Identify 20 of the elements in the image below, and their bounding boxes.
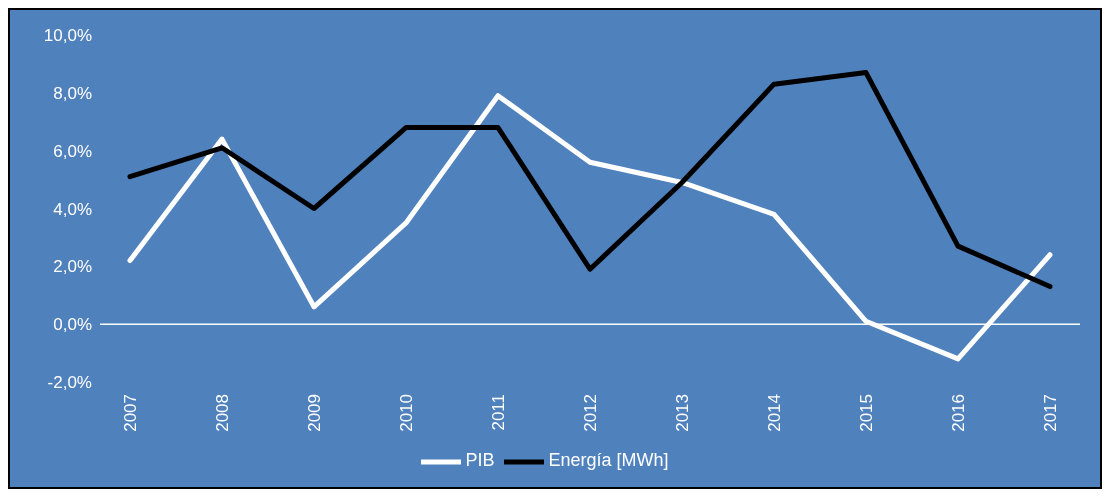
x-tick-label: 2009 — [305, 394, 324, 432]
x-tick-label: 2015 — [857, 394, 876, 432]
y-tick-label: 6,0% — [53, 141, 92, 161]
y-tick-label: 8,0% — [53, 83, 92, 103]
x-tick-label: 2010 — [397, 394, 416, 432]
y-tick-label: -2,0% — [47, 373, 92, 393]
y-tick-label: 10,0% — [43, 26, 92, 46]
x-tick-label: 2014 — [765, 394, 784, 432]
x-tick-label: 2012 — [581, 394, 600, 432]
legend-label: Energía [MWh] — [548, 450, 669, 471]
y-tick-label: 0,0% — [53, 315, 92, 335]
x-tick-label: 2016 — [949, 394, 968, 432]
x-tick-label: 2013 — [673, 394, 692, 432]
x-tick-label: 2011 — [489, 394, 508, 431]
legend-label: PIB — [465, 450, 495, 471]
x-tick-label: 2008 — [213, 394, 232, 432]
y-tick-label: 2,0% — [53, 257, 92, 277]
x-tick-label: 2007 — [121, 394, 140, 432]
x-tick-label: 2017 — [1041, 394, 1060, 432]
y-tick-label: 4,0% — [53, 199, 92, 219]
